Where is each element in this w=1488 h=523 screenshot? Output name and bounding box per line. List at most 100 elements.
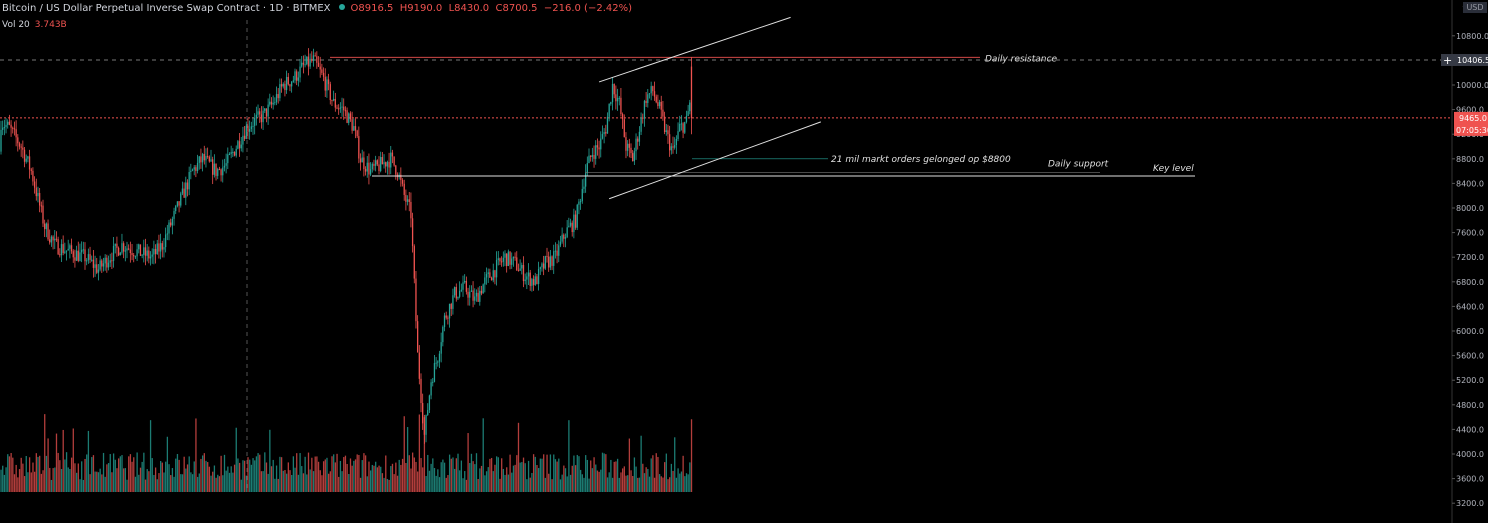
volume-bar [86,454,88,492]
volume-bar [590,460,592,492]
volume-bar [539,458,541,492]
candle-body [279,84,281,99]
volume-bar [191,474,194,492]
key-level-label: Key level [1153,164,1194,174]
volume-bar [2,465,4,492]
volume-bar [371,464,373,492]
volume-bar [158,473,160,492]
candle-body [371,163,373,170]
candle-body [674,145,676,148]
volume-bar [396,475,399,492]
volume-bar [262,471,264,492]
candle-body [0,129,2,152]
candle-body [272,102,274,105]
candle-body [299,66,301,78]
volume-bar [442,459,444,492]
candle-body [54,238,56,241]
volume-bar [566,476,568,492]
y-tick-label: 5600.0 [1456,352,1484,361]
candle-body [418,352,420,379]
candle-body [327,79,330,85]
volume-bar [316,456,318,492]
volume-bar [170,475,172,492]
volume-bar [375,461,377,492]
candle-body [610,102,612,104]
volume-bar [430,463,432,492]
ohlc-high: H9190.0 [399,3,443,14]
currency-badge[interactable]: USD [1463,2,1487,13]
candle-body [326,79,328,91]
candle-body [477,292,479,302]
candle-body [539,267,541,269]
volume-bar [47,438,49,492]
candle-body [457,296,459,299]
volume-bar [635,466,637,492]
volume-bar [143,452,145,492]
candle-body [334,98,336,108]
volume-bar [438,477,441,492]
candle-body [232,151,234,153]
volume-bar [54,467,56,492]
volume-bar [186,464,189,492]
candle-body [47,223,49,240]
candle-body [175,206,177,212]
candle-body [361,157,363,163]
candle-body [336,107,338,109]
volume-bar [507,474,510,492]
candle-body [311,58,313,61]
volume-bar [601,452,604,492]
candle-body [247,125,249,132]
candle-body [230,152,232,154]
candle-body [568,225,570,228]
candle-body [406,199,409,202]
candle-body [240,144,242,149]
candle-body [390,152,392,168]
volume-bar [459,470,461,492]
volume-bar [151,458,153,492]
candle-body [322,72,325,77]
candle-body [527,272,530,277]
last-price-tag [1454,111,1488,136]
candle-body [17,137,19,144]
volume-bar [381,473,384,492]
candle-body [116,243,118,248]
volume-bar [531,472,533,492]
volume-bar [196,476,199,492]
volume-bar [618,477,620,492]
volume-bar [351,465,353,492]
volume-bar [50,479,53,492]
volume-bar [129,454,132,492]
candle-body [388,161,390,168]
volume-bar [13,474,16,492]
candle-body [410,201,412,219]
y-tick-label: 7200.0 [1456,253,1484,262]
volume-bar [215,477,217,492]
volume-bar [188,456,190,492]
volume-bar [270,466,273,492]
candle-body [69,245,71,249]
volume-bar [526,479,528,492]
volume-bar [7,454,9,492]
volume-bar [569,474,572,492]
volume-bar [76,472,78,492]
volume-bar [190,472,192,492]
candle-body [117,247,120,256]
volume-bar [418,414,421,492]
volume-bar [64,459,66,492]
volume-bar [107,463,110,492]
volume-bar [277,478,279,492]
volume-bar [175,458,177,492]
volume-bar [94,471,96,492]
candle-body [652,86,654,92]
candle-body [215,163,217,176]
volume-bar [497,457,499,492]
candle-body [522,265,525,282]
volume-bar [163,472,165,492]
volume-bar [448,454,451,492]
candle-body [363,157,365,170]
volume-bar [10,453,12,492]
candle-body [292,80,294,82]
volume-bar [370,470,372,492]
volume-bar [126,479,128,492]
